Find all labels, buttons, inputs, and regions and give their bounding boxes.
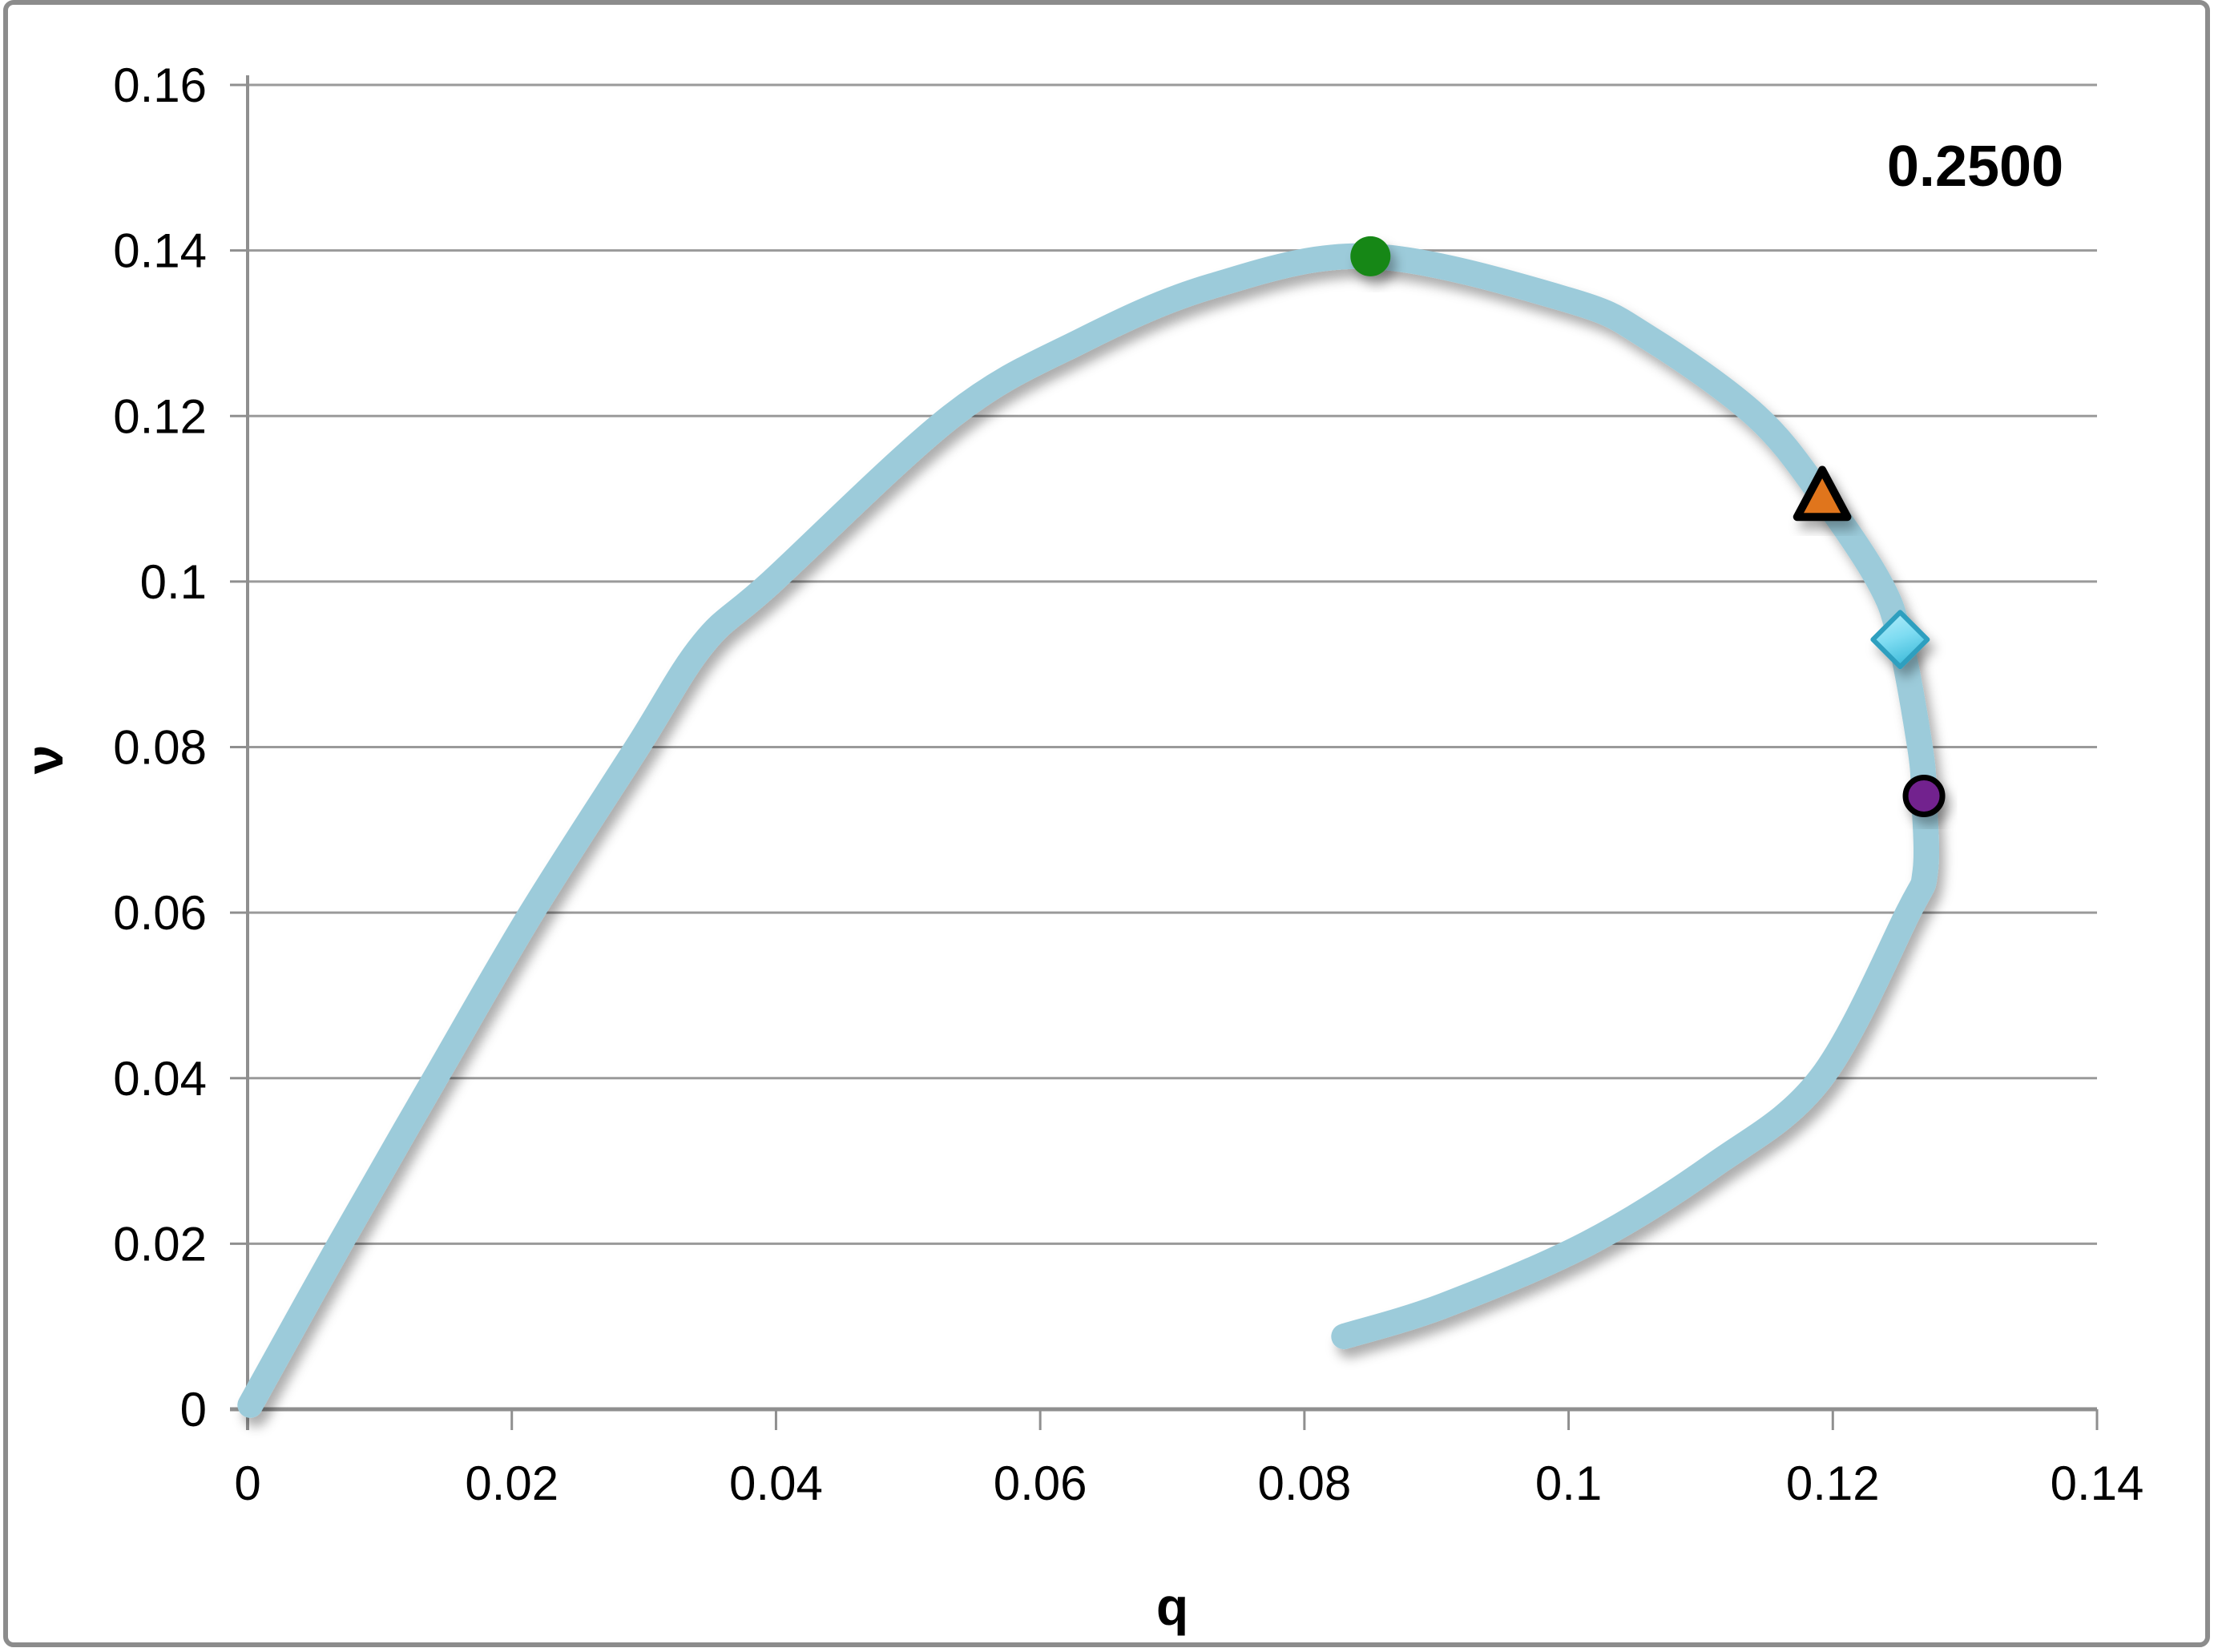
y-tick-label: 0.12 (113, 389, 207, 443)
y-axis-title: ν (14, 745, 74, 775)
y-tick-label: 0.04 (113, 1052, 207, 1106)
x-tick-label: 0.08 (1257, 1457, 1351, 1510)
chart-border (3, 0, 2210, 1647)
purple-circle-marker (1902, 774, 1946, 817)
axes (230, 75, 2099, 1430)
x-tick-label: 0.12 (1786, 1457, 1880, 1510)
y-tick-label: 0.14 (113, 224, 207, 278)
x-tick-label: 0.1 (1535, 1457, 1602, 1510)
x-tick-label: 0.04 (729, 1457, 823, 1510)
plot-area (237, 236, 1946, 1418)
y-tick-label: 0.1 (140, 555, 207, 609)
gridlines (248, 83, 2097, 1245)
y-tick-label: 0.06 (113, 886, 207, 940)
y-tick-label: 0 (180, 1383, 207, 1436)
tick-labels: 0 0.02 0.04 0.06 0.08 0.1 0.12 0.14 0.16 0 0.02 0.0… (113, 58, 2143, 1510)
green-circle-marker (1350, 236, 1391, 276)
y-tick-label: 0.08 (113, 721, 207, 775)
parameter-annotation: 0.2500 (1887, 135, 2063, 199)
dispersion-curve-path (237, 243, 1939, 1418)
x-tick-label: 0.14 (2051, 1457, 2144, 1510)
cyan-diamond-marker (1870, 610, 1930, 670)
x-tick-label: 0.06 (994, 1457, 1087, 1510)
y-tick-label: 0.16 (113, 58, 207, 112)
orange-triangle-marker (1793, 465, 1852, 522)
x-tick-label: 0.02 (465, 1457, 559, 1510)
x-tick-label: 0 (234, 1457, 260, 1510)
x-axis-title: q (1156, 1577, 1188, 1636)
y-tick-label: 0.02 (113, 1217, 207, 1271)
